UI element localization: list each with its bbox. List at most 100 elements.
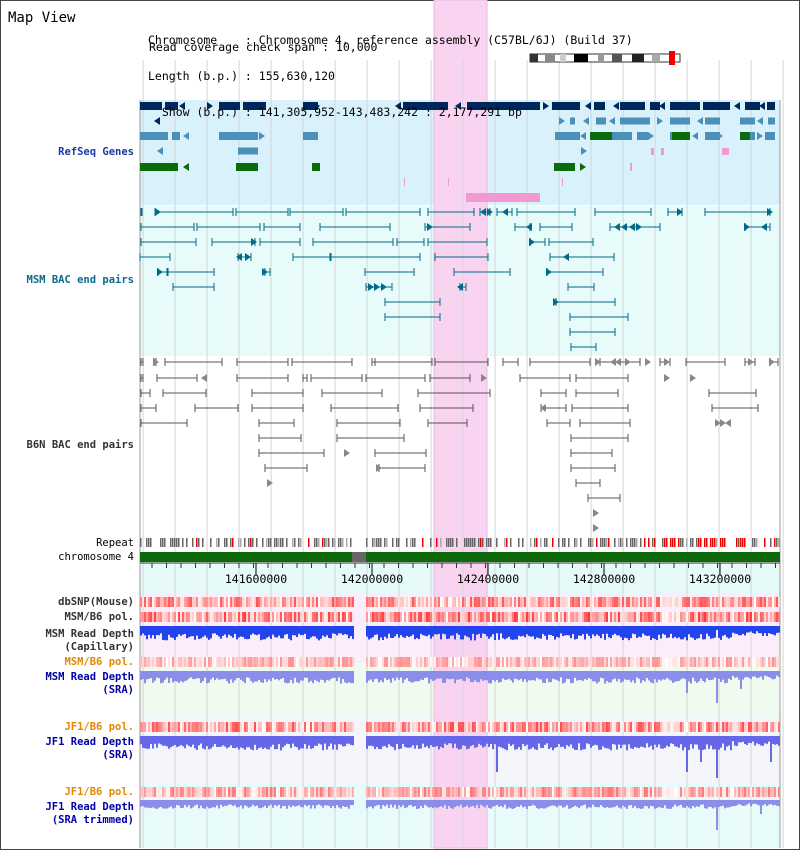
msm-b6-pol-heat	[540, 612, 542, 622]
msm-b6-pol-heat	[636, 612, 638, 622]
jf1-depth-line1: JF1 Read Depth	[45, 736, 134, 748]
jf1-depth-bar	[486, 736, 488, 744]
track-label-dbsnp[interactable]: dbSNP(Mouse)	[58, 596, 134, 608]
gene-exon	[722, 148, 729, 155]
track-label-msm-depth-cap[interactable]: MSM Read Depth (Capillary)	[45, 628, 134, 653]
dbsnp-heat	[278, 597, 280, 607]
msm-b6-pol-sra-heat	[558, 657, 560, 667]
msm-depth-cap-bar	[456, 626, 458, 634]
msm-b6-pol-heat	[714, 612, 716, 622]
dbsnp-heat	[448, 597, 450, 607]
repeat-mark	[468, 538, 470, 547]
msm-b6-pol-sra-heat	[432, 657, 434, 667]
msm-b6-pol-sra-heat	[152, 657, 154, 667]
track-label-jf1-b6-pol[interactable]: JF1/B6 pol.	[64, 721, 134, 733]
track-label-repeat[interactable]: Repeat	[96, 537, 134, 549]
jf1-trim-bar	[204, 800, 206, 809]
msm-depth-cap-bar	[368, 626, 370, 640]
repeat-mark	[374, 538, 376, 547]
track-label-b6n-bac[interactable]: B6N BAC end pairs	[26, 439, 134, 451]
bac-end-arrow	[480, 208, 486, 216]
msm-b6-pol-sra-heat	[610, 657, 612, 667]
msm-b6-pol-heat	[720, 612, 722, 622]
jf1-depth-bar	[756, 736, 758, 744]
track-label-msm-b6-pol-sra[interactable]: MSM/B6 pol.	[64, 656, 134, 668]
ideogram-band	[632, 54, 644, 62]
msm-b6-pol-heat	[500, 612, 502, 622]
dbsnp-heat	[240, 597, 242, 607]
msm-depth-cap-bar	[200, 626, 202, 639]
msm-depth-cap-bar	[660, 626, 662, 639]
msm-depth-cap-bar	[762, 626, 764, 636]
jf1-trim-bar	[180, 800, 182, 808]
jf1-depth-bar	[392, 736, 394, 748]
jf1-depth-bar	[590, 736, 592, 748]
jf1-b6-pol-heat	[748, 722, 750, 732]
dbsnp-heat	[614, 597, 616, 607]
jf1-depth-bar	[758, 736, 760, 745]
msm-b6-pol-sra-heat	[292, 657, 294, 667]
msm-depth-cap-bar	[534, 626, 536, 640]
track-label-msm-b6-pol[interactable]: MSM/B6 pol.	[64, 611, 134, 623]
jf1-depth-bar	[498, 736, 500, 747]
jf1-b6-pol-heat	[378, 722, 380, 732]
jf1-depth-bar	[302, 736, 304, 749]
msm-b6-pol-sra-heat	[608, 657, 610, 667]
msm-b6-pol-heat	[456, 612, 458, 622]
msm-depth-cap-bar	[476, 626, 478, 635]
msm-depth-cap-bar	[724, 626, 726, 635]
msm-depth-sra-bar	[692, 671, 694, 678]
jf1-b6-pol-heat	[666, 722, 668, 732]
track-label-chromosome[interactable]: chromosome 4	[58, 551, 134, 563]
msm-depth-cap-bar	[480, 626, 482, 638]
track-label-jf1-trim[interactable]: JF1 Read Depth (SRA trimmed)	[45, 801, 134, 826]
jf1-b6-pol-heat	[180, 722, 182, 732]
jf1-b6-pol-trim-heat	[734, 787, 736, 797]
msm-b6-pol-heat	[352, 612, 354, 622]
dbsnp-heat	[658, 597, 660, 607]
jf1-trim-bar	[480, 800, 482, 805]
track-label-jf1-b6-pol-trim[interactable]: JF1/B6 pol.	[64, 786, 134, 798]
track-label-msm-depth-sra[interactable]: MSM Read Depth (SRA)	[45, 671, 134, 696]
msm-depth-sra-bar	[332, 671, 334, 678]
msm-depth-cap-bar	[188, 626, 190, 638]
msm-depth-sra-bar	[700, 671, 702, 679]
jf1-b6-pol-heat	[202, 722, 204, 732]
msm-b6-pol-sra-heat	[144, 657, 146, 667]
msm-b6-pol-sra-heat	[612, 657, 614, 667]
jf1-b6-pol-heat	[720, 722, 722, 732]
msm-b6-pol-heat	[370, 612, 372, 622]
dbsnp-heat	[520, 597, 522, 607]
dbsnp-heat	[650, 597, 652, 607]
jf1-depth-bar	[412, 736, 414, 746]
jf1-depth-bar	[766, 736, 768, 744]
msm-depth-sra-bar	[492, 671, 494, 680]
msm-b6-pol-heat	[510, 612, 512, 622]
jf1-b6-pol-trim-heat	[282, 787, 284, 797]
jf1-b6-pol-trim-heat	[502, 787, 504, 797]
track-label-msm-bac[interactable]: MSM BAC end pairs	[26, 274, 134, 286]
msm-b6-pol-sra-heat	[140, 657, 142, 667]
track-label-jf1-depth[interactable]: JF1 Read Depth (SRA)	[45, 736, 134, 761]
msm-b6-pol-sra-heat	[204, 657, 206, 667]
msm-b6-pol-heat	[258, 612, 260, 622]
gene-exon	[303, 102, 318, 110]
jf1-b6-pol-trim-heat	[348, 787, 350, 797]
dbsnp-heat	[452, 597, 454, 607]
msm-depth-cap-bar	[420, 626, 422, 634]
bac-end-arrow	[690, 374, 696, 382]
strand-arrow	[154, 117, 160, 125]
jf1-b6-pol-trim-heat	[280, 787, 282, 797]
track-label-refseq[interactable]: RefSeq Genes	[58, 146, 134, 158]
msm-b6-pol-heat	[644, 612, 646, 622]
jf1-b6-pol-heat	[472, 722, 474, 732]
jf1-b6-pol-heat	[266, 722, 268, 732]
jf1-b6-pol-heat	[754, 722, 756, 732]
jf1-b6-pol-heat	[578, 722, 580, 732]
jf1-b6-pol-heat	[704, 722, 706, 732]
msm-b6-pol-sra-heat	[604, 657, 606, 667]
jf1-depth-bar	[256, 736, 258, 750]
jf1-b6-pol-trim-heat	[374, 787, 376, 797]
strand-arrow	[207, 102, 213, 110]
